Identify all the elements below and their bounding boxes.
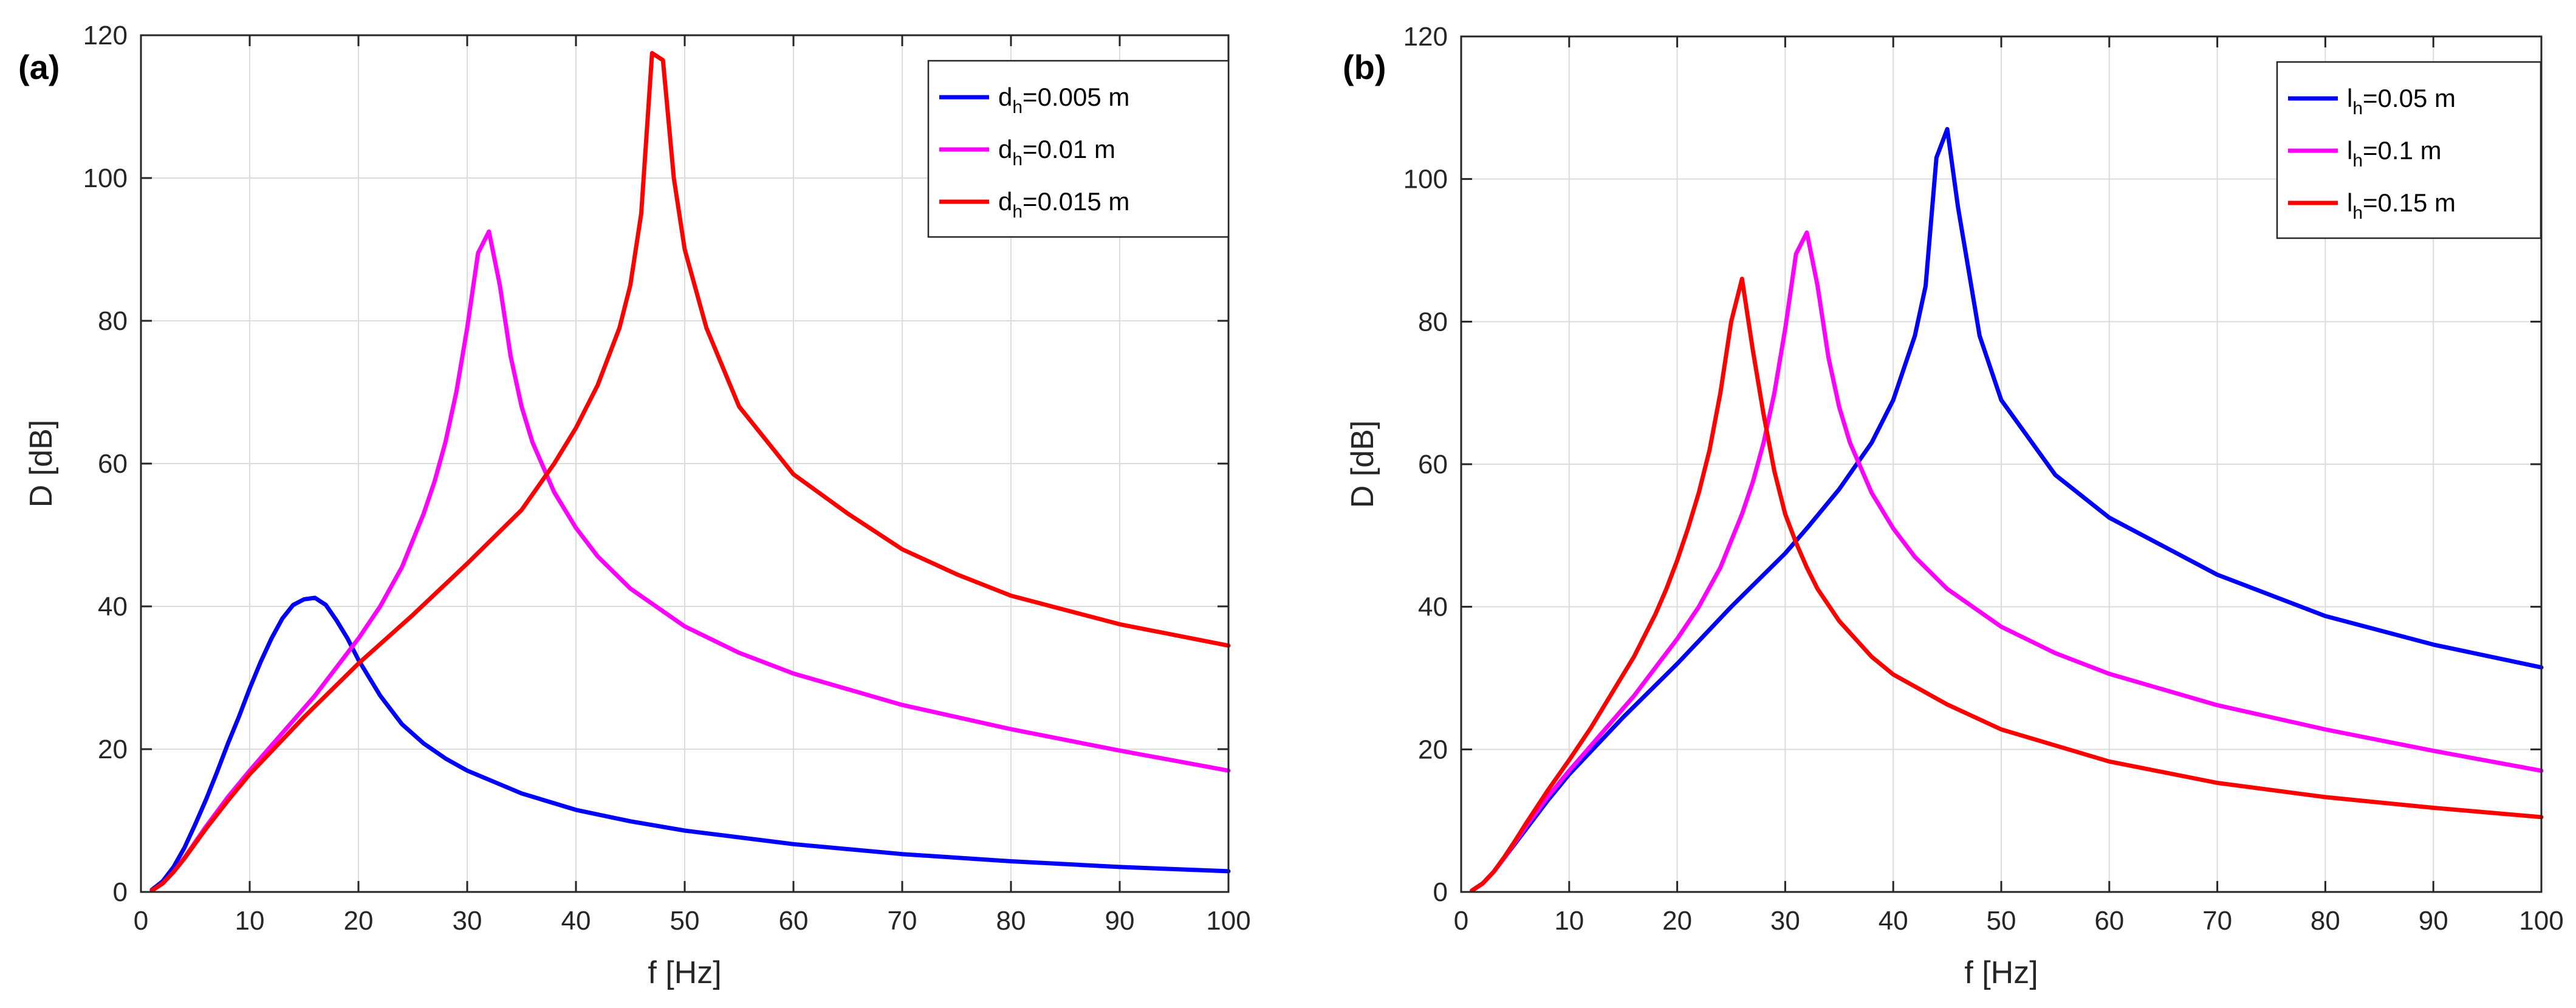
x-tick-label-b-10: 100 bbox=[2519, 906, 2563, 936]
y-tick-label-b-5: 100 bbox=[1403, 165, 1448, 194]
y-tick-label-b-1: 20 bbox=[1418, 735, 1448, 764]
x-tick-label-a-6: 60 bbox=[779, 906, 809, 936]
y-tick-label-b-4: 80 bbox=[1418, 307, 1448, 337]
y-tick-label-a-0: 0 bbox=[113, 877, 128, 907]
legend-entry-subscript: h bbox=[2352, 203, 2363, 223]
x-tick-label-a-9: 90 bbox=[1105, 906, 1135, 936]
legend-entry-value: =0.01 m bbox=[1023, 135, 1115, 163]
figure: 0 10 20 30 40 50 60 70 80 90 100020406080100120f [… bbox=[0, 0, 2576, 1008]
y-tick-label-a-3: 60 bbox=[98, 449, 128, 479]
x-tick-label-a-8: 80 bbox=[996, 906, 1026, 936]
legend-entry-symbol: l bbox=[2347, 188, 2352, 217]
x-axis-label-b: f [Hz] bbox=[1964, 955, 2038, 990]
legend-entry-symbol: l bbox=[2347, 136, 2352, 165]
y-tick-label-b-0: 0 bbox=[1433, 877, 1448, 907]
x-tick-label-a-1: 10 bbox=[235, 906, 265, 936]
legend-entry-symbol: d bbox=[998, 187, 1012, 216]
x-tick-label-b-1: 10 bbox=[1554, 906, 1584, 936]
legend-entry-symbol: l bbox=[2347, 84, 2352, 112]
legend-entry-subscript: h bbox=[1012, 97, 1023, 117]
legend-entry-symbol: d bbox=[998, 83, 1012, 111]
x-tick-label-b-3: 30 bbox=[1770, 906, 1800, 936]
y-axis-label-a: D [dB] bbox=[24, 420, 59, 508]
x-tick-label-b-7: 70 bbox=[2202, 906, 2232, 936]
y-tick-label-a-5: 100 bbox=[83, 163, 128, 193]
x-tick-label-b-5: 50 bbox=[1987, 906, 2016, 936]
y-tick-label-a-2: 40 bbox=[98, 592, 128, 622]
y-tick-label-b-2: 40 bbox=[1418, 592, 1448, 622]
legend-entry-value: =0.1 m bbox=[2363, 136, 2442, 165]
panel-label-b: (b) bbox=[1343, 48, 1386, 86]
x-axis-label-a: f [Hz] bbox=[648, 955, 721, 990]
legend-entry-subscript: h bbox=[1012, 149, 1023, 170]
x-tick-label-b-0: 0 bbox=[1454, 906, 1468, 936]
x-tick-label-a-7: 70 bbox=[888, 906, 917, 936]
y-tick-label-a-1: 20 bbox=[98, 735, 128, 764]
chart-panel-a: 0 10 20 30 40 50 60 70 80 90 100 0 20 40 60 80 100 120 f [… bbox=[18, 21, 1251, 990]
y-tick-label-a-4: 80 bbox=[98, 306, 128, 336]
y-axis-label-b: D [dB] bbox=[1345, 420, 1380, 509]
panel-label-a: (a) bbox=[18, 48, 60, 86]
legend-b: lh=0.05 mlh=0.1 mlh=0.15 m bbox=[2277, 62, 2541, 238]
x-tick-label-a-4: 40 bbox=[561, 906, 591, 936]
x-tick-label-a-3: 30 bbox=[453, 906, 482, 936]
legend-entry-symbol: d bbox=[998, 135, 1012, 163]
y-tick-label-a-6: 120 bbox=[83, 21, 128, 50]
x-tick-label-b-6: 60 bbox=[2094, 906, 2124, 936]
x-tick-label-b-4: 40 bbox=[1879, 906, 1908, 936]
x-tick-label-a-0: 0 bbox=[134, 906, 148, 936]
legend-entry-value: =0.005 m bbox=[1023, 83, 1129, 111]
x-tick-label-b-9: 90 bbox=[2419, 906, 2448, 936]
legend-entry-subscript: h bbox=[2352, 98, 2363, 118]
legend-entry-subscript: h bbox=[1012, 202, 1023, 222]
x-tick-label-a-10: 100 bbox=[1206, 906, 1250, 936]
legend-entry-value: =0.05 m bbox=[2363, 84, 2456, 112]
legend-entry-value: =0.015 m bbox=[1023, 187, 1129, 216]
legend-entry-subscript: h bbox=[2352, 151, 2363, 171]
chart-panel-b: 0 10 20 30 40 50 60 70 80 90 100 0 20 40 60 80 100 120 f [… bbox=[1343, 22, 2564, 990]
y-tick-label-b-3: 60 bbox=[1418, 450, 1448, 479]
y-tick-label-b-6: 120 bbox=[1403, 22, 1448, 52]
x-tick-label-a-5: 50 bbox=[670, 906, 700, 936]
legend-a: dh=0.005 mdh=0.01 mdh=0.015 m bbox=[928, 61, 1228, 237]
legend-entry-value: =0.15 m bbox=[2363, 188, 2456, 217]
x-tick-label-b-2: 20 bbox=[1662, 906, 1692, 936]
x-tick-label-b-8: 80 bbox=[2311, 906, 2340, 936]
x-tick-label-a-2: 20 bbox=[344, 906, 374, 936]
